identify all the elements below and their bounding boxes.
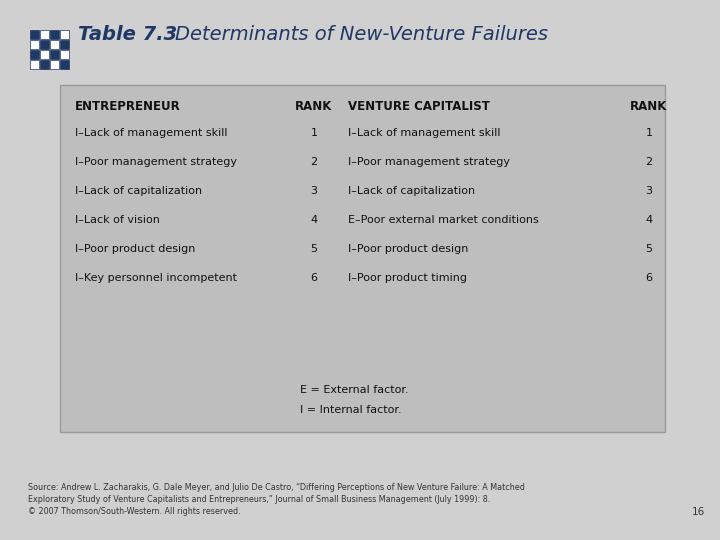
- Text: I–Poor product design: I–Poor product design: [348, 244, 469, 254]
- Text: I–Lack of vision: I–Lack of vision: [75, 215, 160, 225]
- FancyBboxPatch shape: [60, 85, 665, 432]
- Text: 3: 3: [646, 186, 652, 196]
- Bar: [30, 40, 39, 49]
- Bar: [40, 50, 49, 59]
- Text: 2: 2: [310, 157, 318, 167]
- Text: 5: 5: [646, 244, 652, 254]
- Text: Source: Andrew L. Zacharakis, G. Dale Meyer, and Julio De Castro, “Differing Per: Source: Andrew L. Zacharakis, G. Dale Me…: [28, 483, 525, 492]
- Bar: [50, 50, 59, 59]
- Text: I–Lack of capitalization: I–Lack of capitalization: [348, 186, 475, 196]
- Text: © 2007 Thomson/South-Western. All rights reserved.: © 2007 Thomson/South-Western. All rights…: [28, 508, 240, 516]
- Text: I–Key personnel incompetent: I–Key personnel incompetent: [75, 273, 237, 283]
- Text: 6: 6: [310, 273, 318, 283]
- Bar: [50, 40, 59, 49]
- Bar: [40, 40, 49, 49]
- Text: I–Poor management strategy: I–Poor management strategy: [75, 157, 237, 167]
- Text: Table 7.3: Table 7.3: [78, 25, 177, 44]
- Text: I–Lack of management skill: I–Lack of management skill: [348, 128, 500, 138]
- Text: RANK: RANK: [295, 100, 333, 113]
- Text: 4: 4: [310, 215, 318, 225]
- Bar: [60, 40, 69, 49]
- Bar: [30, 50, 39, 59]
- Text: Determinants of New-Venture Failures: Determinants of New-Venture Failures: [175, 25, 548, 44]
- Text: 2: 2: [645, 157, 652, 167]
- Bar: [50, 60, 59, 69]
- Text: I = Internal factor.: I = Internal factor.: [300, 405, 402, 415]
- Bar: [40, 30, 49, 39]
- Text: E = External factor.: E = External factor.: [300, 385, 409, 395]
- Text: 1: 1: [310, 128, 318, 138]
- Text: 3: 3: [310, 186, 318, 196]
- Text: I–Lack of management skill: I–Lack of management skill: [75, 128, 228, 138]
- Bar: [50, 30, 59, 39]
- Text: I–Poor product timing: I–Poor product timing: [348, 273, 467, 283]
- Text: ENTREPRENEUR: ENTREPRENEUR: [75, 100, 181, 113]
- Text: 6: 6: [646, 273, 652, 283]
- Text: I–Poor product design: I–Poor product design: [75, 244, 195, 254]
- Text: 1: 1: [646, 128, 652, 138]
- Bar: [40, 60, 49, 69]
- Bar: [30, 60, 39, 69]
- Text: I–Poor management strategy: I–Poor management strategy: [348, 157, 510, 167]
- Bar: [60, 50, 69, 59]
- Text: 16: 16: [692, 507, 705, 517]
- Bar: [60, 30, 69, 39]
- Text: 5: 5: [310, 244, 318, 254]
- Text: VENTURE CAPITALIST: VENTURE CAPITALIST: [348, 100, 490, 113]
- Text: RANK: RANK: [630, 100, 667, 113]
- Text: 4: 4: [645, 215, 652, 225]
- Text: Exploratory Study of Venture Capitalists and Entrepreneurs,” Journal of Small Bu: Exploratory Study of Venture Capitalists…: [28, 496, 490, 504]
- Bar: [60, 60, 69, 69]
- Text: E–Poor external market conditions: E–Poor external market conditions: [348, 215, 539, 225]
- Bar: [30, 30, 39, 39]
- Text: I–Lack of capitalization: I–Lack of capitalization: [75, 186, 202, 196]
